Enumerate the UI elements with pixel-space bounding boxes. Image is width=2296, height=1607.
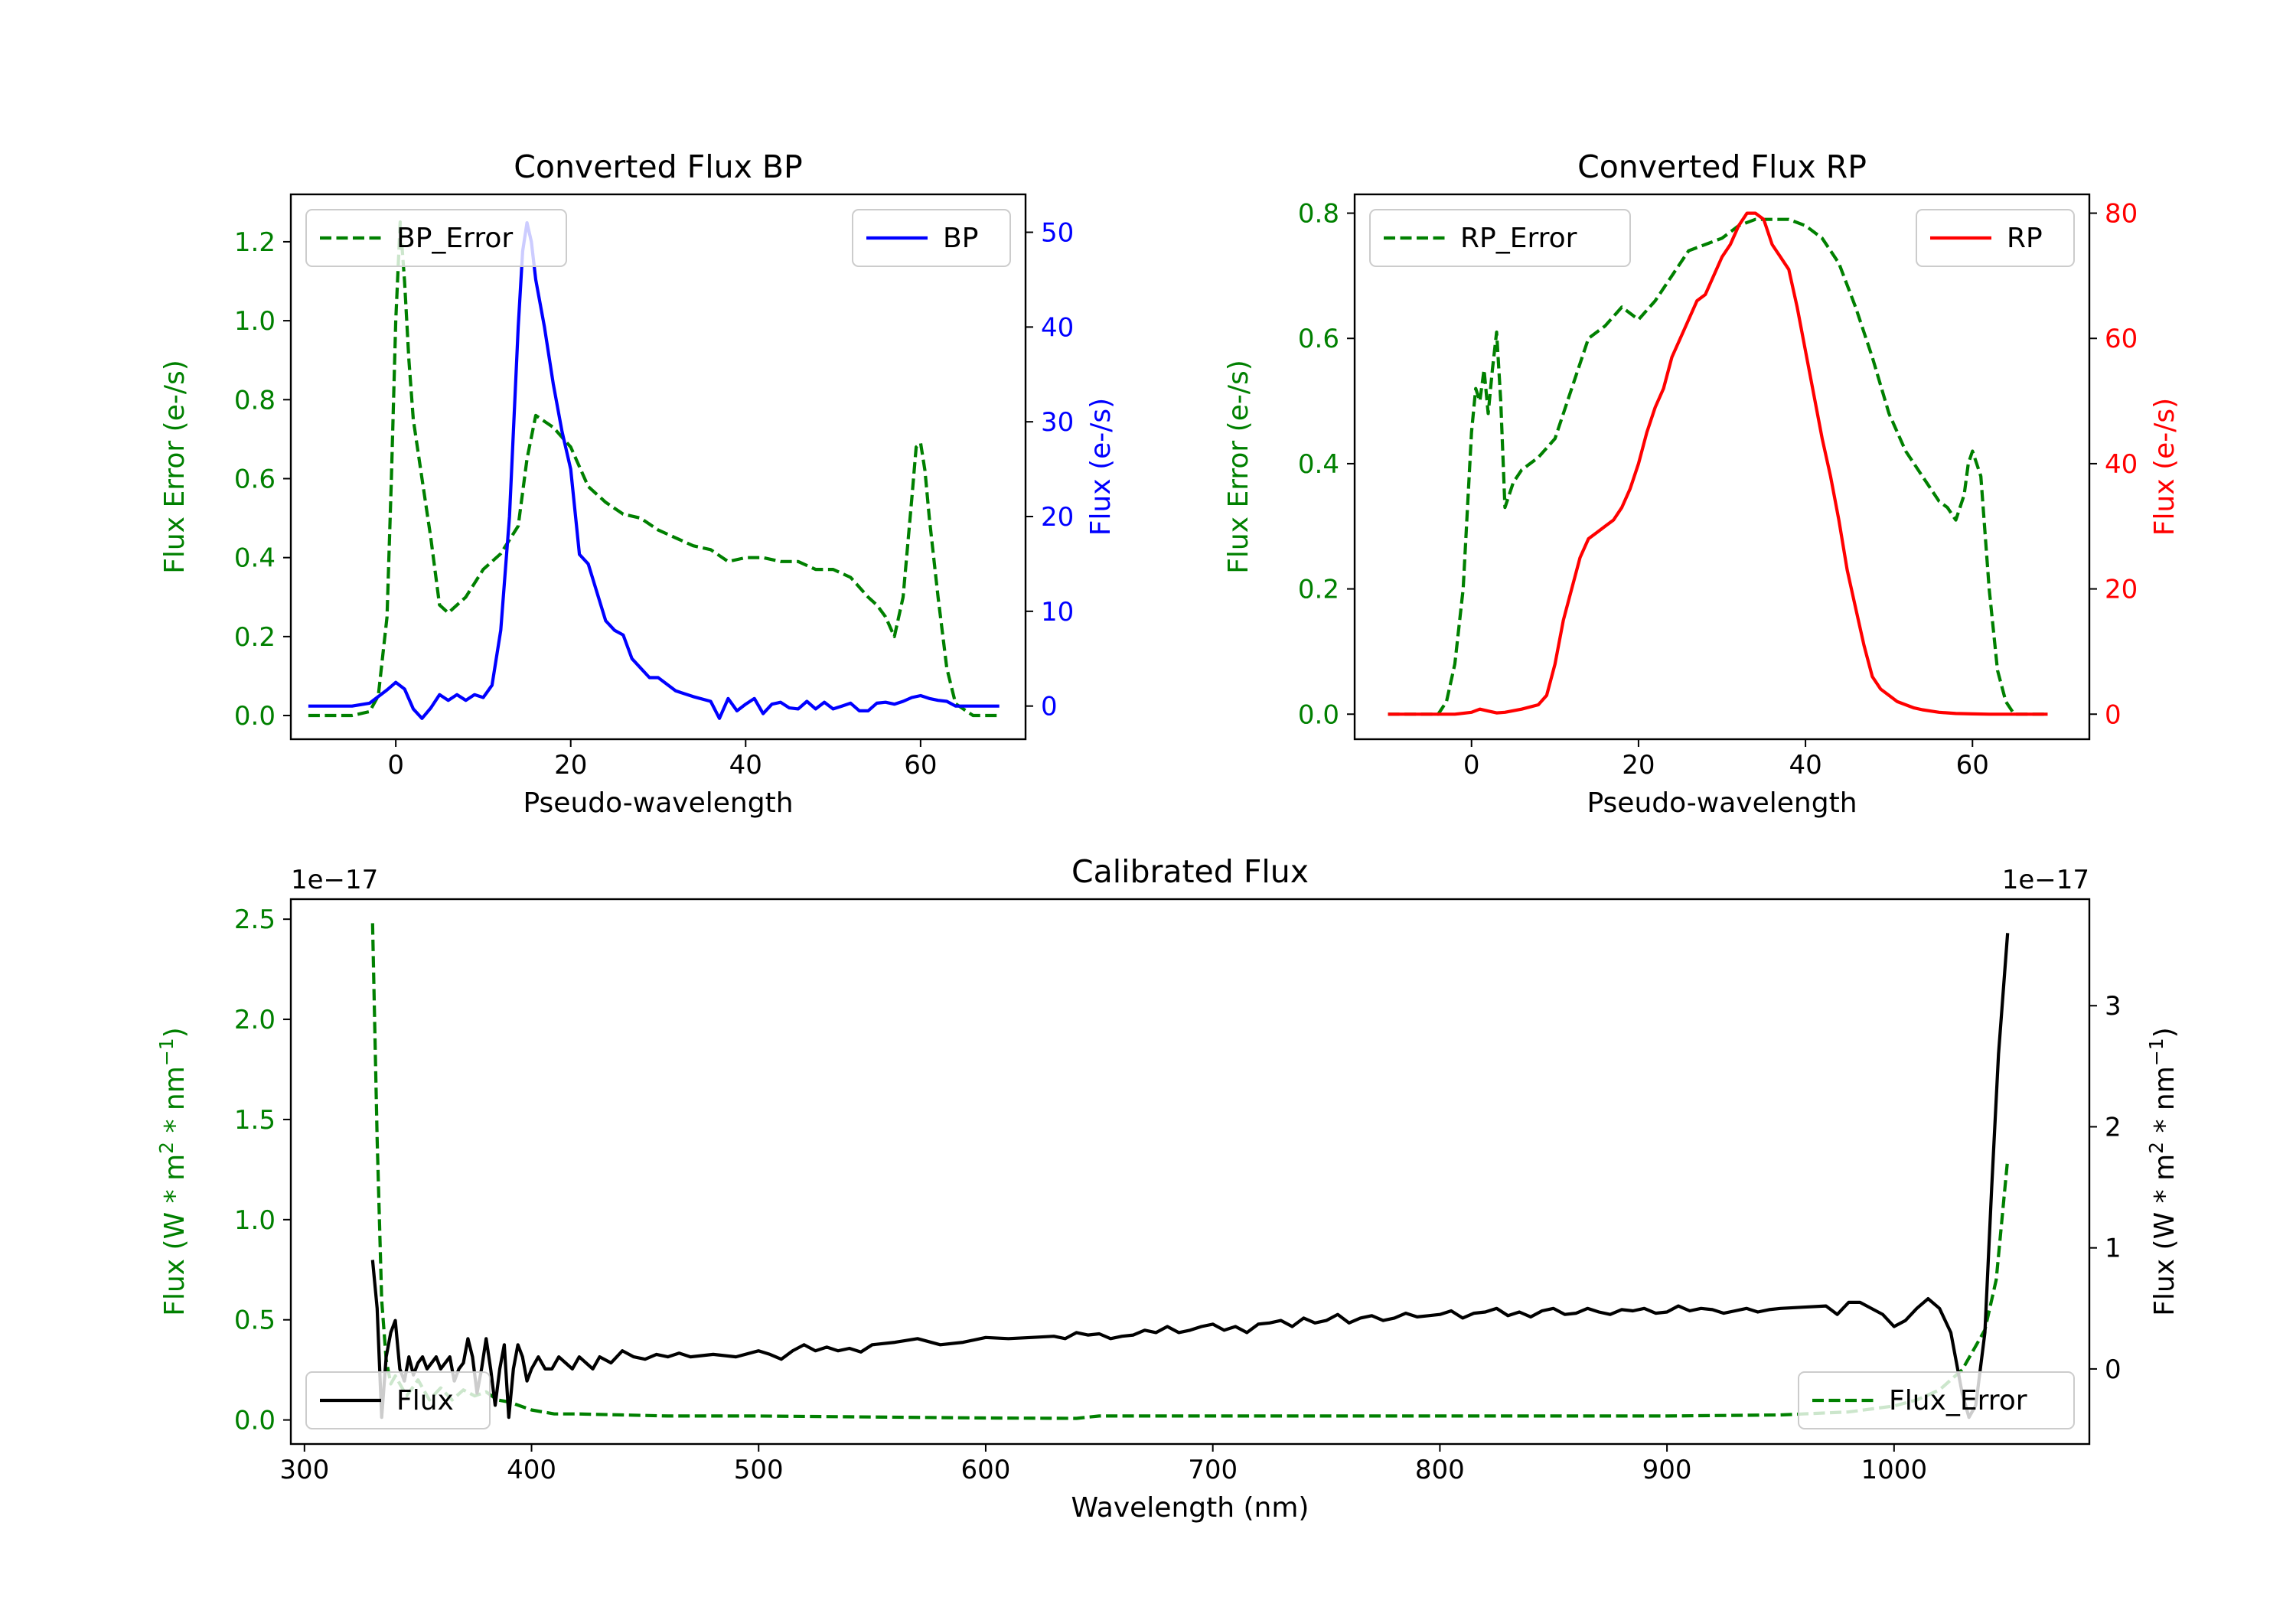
y-left-tick-label: 0.6: [1298, 324, 1339, 354]
y-left-tick-label: 0.0: [234, 701, 276, 732]
y-right-axis-label: Flux (W * m2 * nm−1): [2145, 1027, 2181, 1315]
y-left-tick-label: 0.6: [234, 464, 276, 494]
y-left-tick-label: 1.0: [234, 306, 276, 337]
y-left-tick-label: 0.4: [234, 543, 276, 574]
y-right-tick-label: 20: [1041, 502, 1074, 533]
legend-label: RP: [2007, 223, 2043, 254]
x-tick-label: 500: [734, 1455, 784, 1485]
y-left-axis-label: Flux Error (e-/s): [159, 360, 191, 574]
axes-frame: [1353, 193, 2091, 741]
legend-label: Flux_Error: [1889, 1385, 2027, 1416]
series-rp-line: [1388, 211, 2048, 716]
series-bp-error-line: [308, 220, 1000, 718]
y-left-tick-label: 2.5: [234, 905, 276, 935]
y-right-tick-label: 40: [2105, 449, 2138, 480]
y-left-tick-label: 1.0: [234, 1205, 276, 1236]
y-right-tick-label: 3: [2105, 991, 2122, 1022]
chart-title: Converted Flux RP: [1577, 148, 1867, 185]
x-axis-label: Pseudo-wavelength: [523, 787, 793, 819]
y-left-tick-label: 0.8: [234, 385, 276, 416]
y-right-tick-label: 0: [2105, 699, 2122, 730]
legend-label: BP_Error: [396, 223, 513, 254]
y-right-tick-label: 0: [1041, 692, 1058, 722]
chart-title: Converted Flux BP: [514, 148, 803, 185]
y-right-tick-label: 1: [2105, 1234, 2122, 1264]
y-left-tick-label: 0.0: [234, 1406, 276, 1436]
legend-flux: Flux: [305, 1371, 491, 1429]
y-left-tick-label: 0.2: [1298, 575, 1339, 605]
y-right-axis-label: Flux (e-/s): [1085, 398, 1117, 536]
y-right-tick-label: 10: [1041, 597, 1074, 627]
x-tick-label: 700: [1188, 1455, 1238, 1485]
y-right-tick-label: 60: [2105, 324, 2138, 354]
y-right-tick-label: 0: [2105, 1354, 2122, 1385]
legend-bp-error: BP_Error: [305, 209, 567, 267]
rp-panel: 0 20 40 60 0.0 0.2 0.4 0.6 0.8 0 20 40 60 80 Converted…: [1223, 148, 2180, 819]
y-left-tick-label: 1.5: [234, 1105, 276, 1136]
y-right-tick-label: 40: [1041, 312, 1074, 343]
series-bp-line: [308, 221, 1000, 720]
x-tick-label: 40: [1789, 750, 1821, 781]
y-right-axis-label: Flux (e-/s): [2149, 398, 2180, 536]
x-tick-label: 0: [1463, 750, 1480, 781]
legend-bp: BP: [852, 209, 1011, 267]
x-axis-label: Wavelength (nm): [1071, 1492, 1309, 1524]
y-left-tick-label: 0.2: [234, 622, 276, 653]
legend-flux-error: Flux_Error: [1798, 1371, 2075, 1429]
x-tick-label: 60: [1956, 750, 1989, 781]
x-tick-label: 20: [554, 750, 587, 781]
y-left-tick-label: 1.2: [234, 227, 276, 258]
axes-frame: [289, 193, 1027, 741]
y-right-tick-label: 50: [1041, 218, 1074, 249]
y-left-offset-text: 1e−17: [291, 865, 378, 895]
x-tick-label: 900: [1642, 1455, 1692, 1485]
y-left-axis-label: Flux Error (e-/s): [1223, 360, 1254, 574]
x-tick-label: 20: [1622, 750, 1655, 781]
y-right-tick-label: 80: [2105, 199, 2138, 230]
legend-rp: RP: [1916, 209, 2075, 267]
axes-frame: [289, 898, 2091, 1446]
y-right-offset-text: 1e−17: [2002, 865, 2089, 895]
series-rp-error-line: [1388, 217, 2048, 716]
x-tick-label: 300: [279, 1455, 329, 1485]
x-tick-label: 800: [1415, 1455, 1465, 1485]
y-right-tick-label: 30: [1041, 407, 1074, 438]
y-left-tick-label: 0.5: [234, 1305, 276, 1336]
x-axis-label: Pseudo-wavelength: [1587, 787, 1857, 819]
x-tick-label: 0: [387, 750, 404, 781]
y-left-tick-label: 0.0: [1298, 699, 1339, 730]
chart-title: Calibrated Flux: [1071, 853, 1309, 890]
legend-label: RP_Error: [1460, 223, 1577, 254]
series-flux-line: [370, 933, 2010, 1420]
x-tick-label: 60: [904, 750, 937, 781]
bp-panel: 0 20 40 60 0.0 0.2 0.4 0.6 0.8 1.0 1.2 0 10 20 30 40 50 C…: [159, 148, 1117, 819]
legend-rp-error: RP_Error: [1369, 209, 1631, 267]
y-right-tick-label: 2: [2105, 1112, 2122, 1143]
y-right-tick-label: 20: [2105, 575, 2138, 605]
x-tick-label: 40: [729, 750, 762, 781]
y-left-tick-label: 2.0: [234, 1005, 276, 1035]
x-tick-label: 1000: [1861, 1455, 1928, 1485]
x-tick-label: 600: [961, 1455, 1011, 1485]
x-tick-label: 400: [507, 1455, 556, 1485]
y-left-tick-label: 0.8: [1298, 199, 1339, 230]
calibrated-panel: 300 400 500 600 700 800 900 1000 0.0 0.5 1.0 1.5 2.0…: [155, 853, 2181, 1524]
legend-label: Flux: [396, 1385, 454, 1416]
legend-label: BP: [943, 223, 978, 254]
y-left-axis-label: Flux (W * m2 * nm−1): [155, 1027, 191, 1315]
y-left-tick-label: 0.4: [1298, 449, 1339, 480]
